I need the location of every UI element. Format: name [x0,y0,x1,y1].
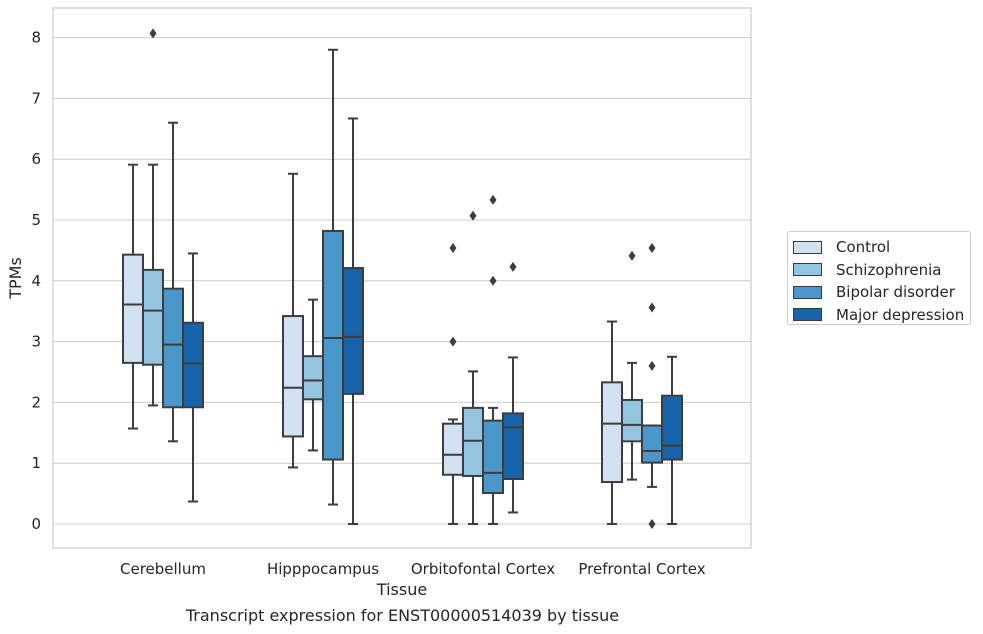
legend-item: Major depression [793,304,970,327]
legend-label: Bipolar disorder [836,283,955,302]
box-orbitofontal-cortex-major-depression [502,261,524,514]
legend-label: Major depression [836,305,965,324]
iqr-box [601,381,623,484]
x-tick-label: Prefrontal Cortex [578,560,705,578]
outlier-point [648,360,656,371]
iqr-box [302,355,324,401]
y-tick-label: 7 [31,89,41,107]
legend-item: Bipolar disorder [793,281,970,304]
legend-swatch [793,285,822,299]
box-prefrontal-cortex-schizophrenia [621,250,643,481]
box-cerebellum-major-depression [182,252,204,503]
box-prefrontal-cortex-bipolar-disorder [641,242,663,529]
plot-frame [52,7,752,549]
box-prefrontal-cortex-major-depression [661,355,683,525]
outlier-point [648,519,656,529]
y-tick-label: 1 [31,454,41,472]
legend-item: Control [793,236,970,259]
x-axis-label: Tissue [376,580,427,599]
box-cerebellum-schizophrenia [142,28,164,407]
outlier-point [648,242,656,253]
iqr-box [502,412,524,481]
iqr-box [342,267,364,395]
legend-label: Schizophrenia [836,260,942,279]
iqr-box [182,321,204,409]
iqr-box [322,229,344,461]
legend: Control Schizophrenia Bipolar disorder Majo… [787,231,971,325]
y-tick-label: 2 [31,393,41,411]
y-tick-label: 3 [31,333,41,351]
outlier-point [449,242,457,253]
y-tick-label: 8 [31,29,41,47]
legend-swatch [793,240,822,254]
iqr-box [641,424,663,464]
box-hipppocampus-bipolar-disorder [322,48,344,506]
x-tick-label: Hipppocampus [267,560,379,578]
outlier-point [149,28,157,39]
y-tick-label: 6 [31,150,41,168]
y-tick-label: 5 [31,211,41,229]
box-hipppocampus-major-depression [342,117,364,525]
legend-label: Control [836,238,891,257]
y-tick-label: 4 [31,272,41,290]
legend-swatch [793,308,822,322]
iqr-box [661,394,683,461]
outlier-point [449,336,457,347]
iqr-box [282,315,304,438]
legend-item: Schizophrenia [793,259,970,282]
outlier-point [489,194,497,205]
outlier-point [648,302,656,313]
outlier-point [509,261,517,272]
box-orbitofontal-cortex-control [442,242,464,525]
chart-caption: Transcript expression for ENST0000051403… [185,606,620,625]
iqr-box [482,419,504,494]
box-hipppocampus-control [282,172,304,469]
outlier-point [489,275,497,286]
iqr-box [162,287,184,409]
iqr-box [462,406,484,477]
x-tick-label: Cerebellum [120,560,206,578]
box-cerebellum-bipolar-disorder [162,121,184,443]
iqr-box [122,253,144,364]
iqr-box [442,422,464,476]
iqr-box [142,268,164,366]
legend-swatch [793,263,822,277]
outlier-point [628,250,636,261]
x-tick-label: Orbitofontal Cortex [411,560,555,578]
y-tick-label: 0 [31,515,41,533]
iqr-box [621,398,643,443]
y-axis-label: TPMs [6,257,25,300]
outlier-point [469,210,477,221]
